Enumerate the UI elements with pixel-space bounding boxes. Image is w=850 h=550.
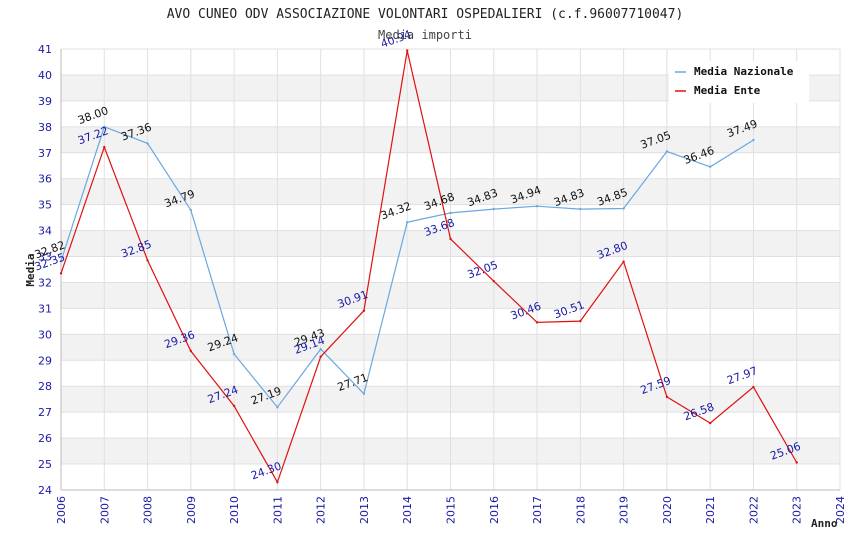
y-tick-label: 25 xyxy=(38,458,52,471)
legend-box xyxy=(669,61,809,103)
data-point-media-ente xyxy=(146,259,149,262)
data-point-media-ente xyxy=(665,395,669,399)
data-point-media-ente xyxy=(103,145,106,149)
x-tick-label: 2010 xyxy=(228,496,241,524)
x-tick-label: 2015 xyxy=(445,496,458,524)
data-point-media-nazionale xyxy=(579,207,582,211)
x-tick-label: 2014 xyxy=(401,496,414,524)
y-tick-label: 33 xyxy=(38,251,52,264)
y-tick-label: 37 xyxy=(38,147,52,160)
legend-label-media-nazionale: Media Nazionale xyxy=(694,65,794,78)
y-axis-label: Media xyxy=(24,253,37,286)
data-point-media-ente xyxy=(319,355,322,358)
series-line-media-ente xyxy=(60,50,798,484)
chart-subtitle: Media importi xyxy=(378,28,472,42)
y-tick-label: 29 xyxy=(38,354,52,367)
y-tick-label: 28 xyxy=(38,380,52,393)
y-tick-label: 24 xyxy=(38,484,52,497)
data-point-media-nazionale xyxy=(362,392,366,395)
data-point-media-ente xyxy=(752,385,755,389)
data-point-media-nazionale xyxy=(492,207,495,211)
x-tick-label: 2013 xyxy=(358,496,371,524)
data-point-media-nazionale xyxy=(708,165,712,168)
data-point-media-nazionale xyxy=(622,207,625,210)
x-tick-label: 2009 xyxy=(185,496,198,524)
y-tick-label: 26 xyxy=(38,432,52,445)
y-tick-label: 27 xyxy=(38,406,52,419)
y-tick-label: 39 xyxy=(38,95,52,108)
data-point-media-ente xyxy=(232,404,236,408)
axes: 24 25 26 27 28 29 30 31 32 33 34 35 36 37 38 39 40 41 2006… xyxy=(38,43,847,524)
x-tick-label: 2008 xyxy=(142,496,155,524)
series-lines xyxy=(59,49,798,484)
data-point-media-ente xyxy=(362,309,366,312)
data-point-media-nazionale xyxy=(232,352,236,356)
x-tick-label: 2007 xyxy=(98,496,111,524)
data-point-media-nazionale xyxy=(752,138,755,142)
data-point-media-ente xyxy=(449,237,452,241)
x-tick-label: 2024 xyxy=(834,496,847,524)
data-point-media-ente xyxy=(708,421,712,425)
data-point-media-nazionale xyxy=(103,125,106,129)
data-point-media-ente xyxy=(406,49,409,52)
data-point-media-ente xyxy=(189,349,193,353)
data-point-media-nazionale xyxy=(59,259,63,263)
x-axis-label: Anno xyxy=(811,517,838,530)
data-point-media-ente xyxy=(795,461,798,464)
data-label-media-ente: 32.05 xyxy=(466,258,500,281)
x-tick-label: 2006 xyxy=(55,496,68,524)
data-point-media-nazionale xyxy=(406,221,409,224)
y-tick-label: 41 xyxy=(38,43,52,56)
data-point-media-nazionale xyxy=(319,347,322,351)
data-point-media-nazionale xyxy=(189,208,193,212)
x-tick-label: 2021 xyxy=(704,496,717,524)
data-point-media-nazionale xyxy=(146,142,149,145)
legend-label-media-ente: Media Ente xyxy=(694,84,761,97)
x-tick-label: 2017 xyxy=(531,496,544,524)
x-tick-label: 2012 xyxy=(315,496,328,524)
data-label-media-ente: 27.97 xyxy=(725,364,759,387)
data-point-media-nazionale xyxy=(665,150,669,153)
data-point-media-nazionale xyxy=(276,406,279,409)
data-point-media-nazionale xyxy=(449,211,452,215)
y-tick-label: 36 xyxy=(38,173,52,186)
y-tick-label: 38 xyxy=(38,121,52,134)
data-point-media-ente xyxy=(535,321,539,324)
data-point-media-nazionale xyxy=(535,205,539,208)
y-tick-label: 34 xyxy=(38,225,52,238)
y-tick-label: 31 xyxy=(38,302,52,315)
x-tick-label: 2018 xyxy=(574,496,587,524)
data-point-media-ente xyxy=(492,279,495,283)
data-point-media-ente xyxy=(579,319,582,323)
x-tick-label: 2023 xyxy=(791,496,804,524)
data-point-media-ente xyxy=(59,272,63,275)
legend: Media Nazionale Media Ente xyxy=(669,61,809,103)
x-tick-label: 2022 xyxy=(747,496,760,524)
y-tick-label: 32 xyxy=(38,276,52,289)
x-tick-label: 2019 xyxy=(618,496,631,524)
data-point-media-ente xyxy=(276,481,279,484)
y-tick-label: 35 xyxy=(38,199,52,212)
gridlines xyxy=(60,48,841,491)
y-tick-label: 30 xyxy=(38,328,52,341)
x-tick-label: 2011 xyxy=(271,496,284,524)
x-tick-label: 2020 xyxy=(661,496,674,524)
data-point-media-ente xyxy=(622,260,625,263)
y-tick-label: 40 xyxy=(38,69,52,82)
chart-title: AVO CUNEO ODV ASSOCIAZIONE VOLONTARI OSP… xyxy=(167,7,684,22)
x-tick-label: 2016 xyxy=(488,496,501,524)
